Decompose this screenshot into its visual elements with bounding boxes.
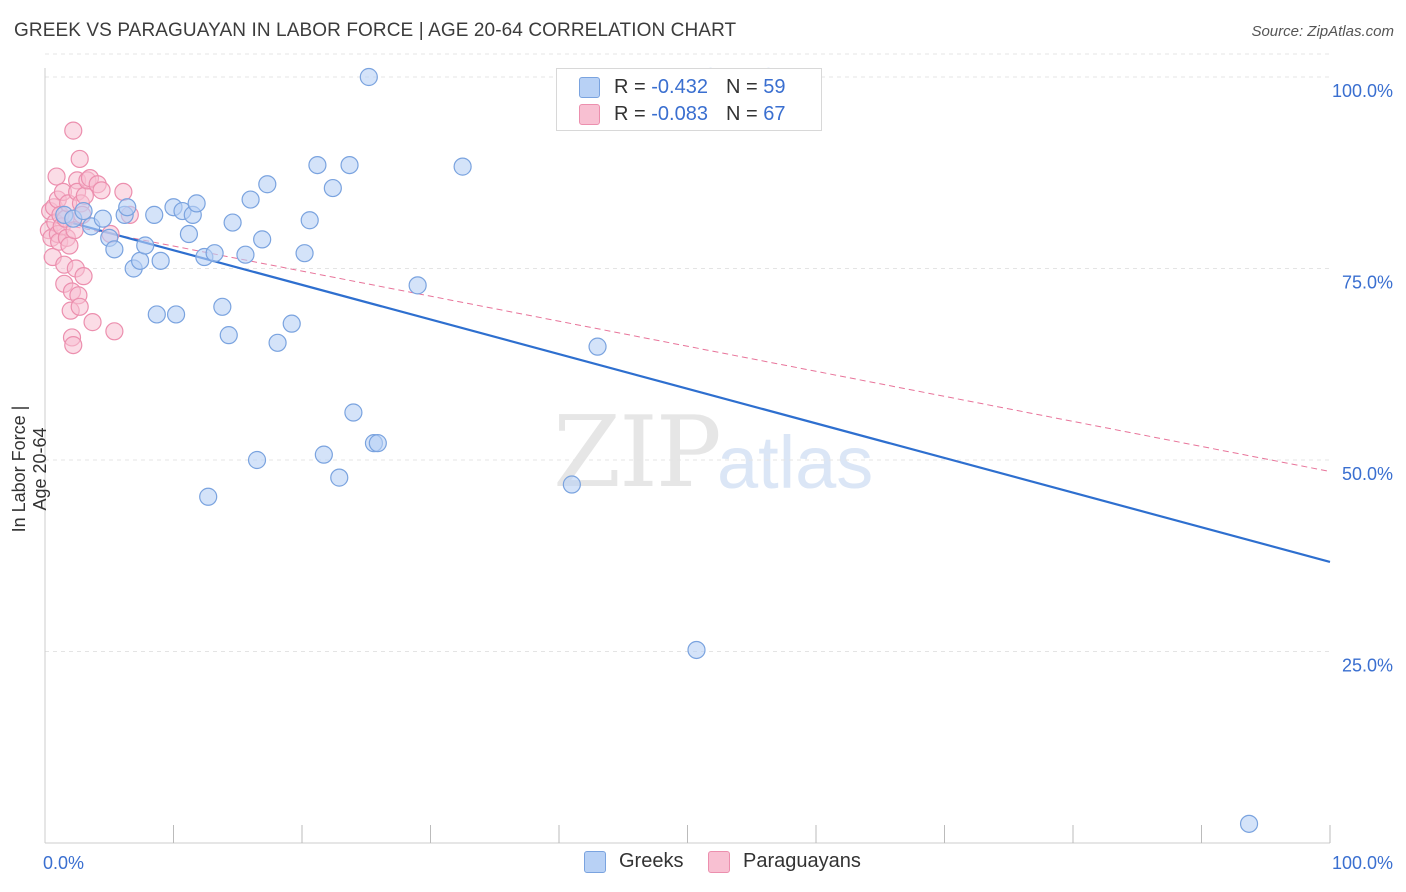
greeks-points xyxy=(55,67,1259,833)
greek-point xyxy=(74,201,93,221)
x-tick-label: 100.0% xyxy=(1332,853,1393,873)
greek-point xyxy=(166,305,186,324)
greek-point xyxy=(300,211,319,230)
greek-point xyxy=(295,244,314,263)
greek-point xyxy=(213,297,232,316)
greek-point xyxy=(258,175,277,194)
greek-point xyxy=(588,337,607,356)
greek-point xyxy=(147,305,166,324)
legend-r-label: R = xyxy=(614,102,646,125)
greek-point xyxy=(93,209,112,228)
watermark-zip: ZIP xyxy=(553,396,722,510)
greek-point xyxy=(408,276,427,295)
watermark-atlas: atlas xyxy=(717,421,874,504)
legend-n-value: 59 xyxy=(763,75,786,98)
greeks-swatch xyxy=(584,850,606,873)
legend-swatch-greeks xyxy=(579,76,600,98)
chart-title: GREEK VS PARAGUAYAN IN LABOR FORCE | AGE… xyxy=(14,20,737,41)
legend-n-label: N = xyxy=(725,102,758,125)
greek-point xyxy=(219,326,238,345)
greek-point xyxy=(330,468,349,487)
paraguayan-point xyxy=(64,336,83,355)
paraguayan-point xyxy=(83,313,102,332)
greek-point xyxy=(359,67,378,87)
axes xyxy=(44,68,1331,844)
paraguayan-point xyxy=(47,167,66,186)
x-tick-label: 0.0% xyxy=(43,853,84,873)
greek-point xyxy=(236,245,255,264)
greek-point xyxy=(323,178,342,198)
y-tick-label: 100.0% xyxy=(1332,81,1393,101)
tick-labels: 25.0% 50.0% 75.0% 100.0% 0.0% 100.0% xyxy=(43,81,1393,873)
greek-point xyxy=(344,403,363,422)
greek-point xyxy=(241,190,260,209)
greeks-trend-line xyxy=(70,221,1331,563)
greek-point xyxy=(179,224,199,244)
y-tick-label: 75.0% xyxy=(1342,273,1393,293)
greek-point xyxy=(105,240,124,259)
y-axis-label: In Labor Force | Age 20-64 xyxy=(9,405,50,533)
trend-lines xyxy=(44,220,1331,563)
legend-label-paraguayans: Paraguayans xyxy=(743,850,861,872)
legend-item-paraguayans[interactable]: Paraguayans xyxy=(708,850,861,873)
paraguayans-swatch xyxy=(708,850,730,873)
greek-point xyxy=(340,155,359,175)
greek-point xyxy=(205,244,224,263)
greek-point xyxy=(368,434,387,453)
legend-r-value: -0.083 xyxy=(651,102,708,125)
greek-point xyxy=(187,194,206,213)
source-note: Source: ZipAtlas.com xyxy=(1251,23,1394,40)
grid-lines xyxy=(45,53,1330,652)
paraguayan-point xyxy=(70,297,89,316)
greek-point xyxy=(453,157,472,176)
greek-point xyxy=(223,213,242,232)
greek-point xyxy=(314,445,333,464)
greek-point xyxy=(199,487,218,506)
y-tick-label: 50.0% xyxy=(1342,464,1393,484)
legend-r-value: -0.432 xyxy=(651,75,708,98)
greek-point xyxy=(145,205,164,224)
paraguayan-point xyxy=(74,267,93,286)
greek-point xyxy=(247,450,267,470)
greek-point xyxy=(268,333,287,352)
greek-point xyxy=(1239,814,1259,833)
paraguayans-trend-line xyxy=(44,220,1331,472)
legend-r-label: R = xyxy=(614,75,646,98)
paraguayan-point xyxy=(105,322,124,341)
y-tick-label: 25.0% xyxy=(1342,656,1393,676)
paraguayan-point xyxy=(92,181,111,200)
paraguayan-point xyxy=(70,149,89,169)
greek-point xyxy=(282,314,301,333)
paraguayan-point xyxy=(114,182,133,201)
greek-point xyxy=(562,475,581,494)
legend-row-paraguayans: R = -0.083 N = 67 xyxy=(579,102,785,126)
series-legend: Greeks Paraguayans xyxy=(0,850,1406,880)
legend-row-greeks: R = -0.432 N = 59 xyxy=(579,75,785,99)
paraguayan-point xyxy=(60,236,79,255)
greek-point xyxy=(151,251,170,270)
legend-n-value: 67 xyxy=(763,102,786,125)
legend-n-label: N = xyxy=(725,75,758,98)
greek-point xyxy=(687,640,706,660)
paraguayan-point xyxy=(64,121,83,140)
paraguayans-points xyxy=(39,98,594,355)
greek-point xyxy=(118,198,137,217)
legend-item-greeks[interactable]: Greeks xyxy=(584,850,683,873)
greek-point xyxy=(308,155,327,175)
greek-point xyxy=(253,230,272,249)
legend-label-greeks: Greeks xyxy=(619,850,684,872)
greek-point xyxy=(136,236,155,255)
correlation-legend: R = -0.432 N = 59 R = -0.083 N = 67 xyxy=(556,68,822,131)
legend-swatch-paraguayans xyxy=(579,103,600,125)
greek-point xyxy=(130,251,150,270)
